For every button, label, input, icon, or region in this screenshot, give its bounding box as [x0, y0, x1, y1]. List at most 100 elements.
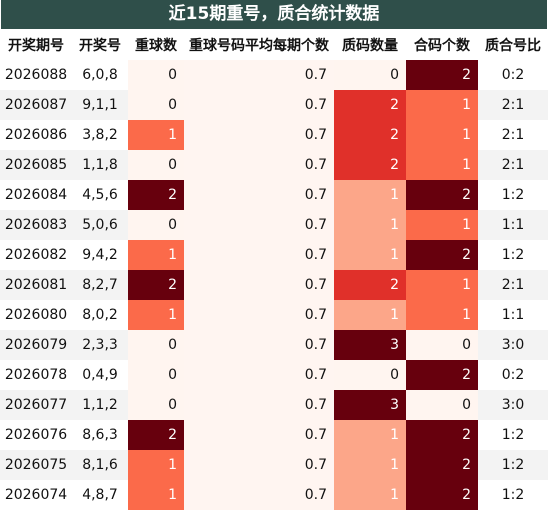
cell-period: 2026082 [0, 240, 72, 270]
cell-composite: 0 [406, 330, 478, 360]
table-row: 2026085 1,1,8 0 0.7 2 1 2:1 [0, 150, 548, 180]
cell-avg: 0.7 [184, 420, 334, 450]
table-row: 2026076 8,6,3 2 0.7 1 2 1:2 [0, 420, 548, 450]
cell-numbers: 4,5,6 [72, 180, 128, 210]
cell-numbers: 9,4,2 [72, 240, 128, 270]
cell-period: 2026080 [0, 300, 72, 330]
cell-period: 2026079 [0, 330, 72, 360]
cell-numbers: 3,8,2 [72, 120, 128, 150]
cell-ratio: 2:1 [478, 270, 548, 300]
cell-numbers: 8,1,6 [72, 450, 128, 480]
header-row: 开奖期号 开奖号 重球数 重球号码平均每期个数 质码数量 合码个数 质合号比 [0, 29, 548, 60]
cell-composite: 2 [406, 180, 478, 210]
cell-composite: 2 [406, 60, 478, 90]
table-row: 2026074 4,8,7 1 0.7 1 2 1:2 [0, 480, 548, 510]
cell-avg: 0.7 [184, 480, 334, 510]
cell-avg: 0.7 [184, 450, 334, 480]
cell-prime: 1 [334, 420, 406, 450]
header-numbers: 开奖号 [72, 29, 128, 60]
cell-numbers: 1,1,8 [72, 150, 128, 180]
header-ratio: 质合号比 [478, 29, 548, 60]
cell-avg: 0.7 [184, 60, 334, 90]
cell-repeat: 1 [128, 240, 184, 270]
cell-period: 2026074 [0, 480, 72, 510]
table-row: 2026086 3,8,2 1 0.7 2 1 2:1 [0, 120, 548, 150]
cell-ratio: 2:1 [478, 150, 548, 180]
cell-repeat: 1 [128, 120, 184, 150]
table-row: 2026084 4,5,6 2 0.7 1 2 1:2 [0, 180, 548, 210]
cell-avg: 0.7 [184, 330, 334, 360]
cell-avg: 0.7 [184, 210, 334, 240]
cell-composite: 1 [406, 300, 478, 330]
cell-prime: 1 [334, 180, 406, 210]
table-body: 2026088 6,0,8 0 0.7 0 2 0:2 2026087 9,1,1 0 0.7 2 1 2… [0, 60, 548, 510]
stats-table: 开奖期号 开奖号 重球数 重球号码平均每期个数 质码数量 合码个数 质合号比 2… [0, 29, 548, 510]
cell-period: 2026076 [0, 420, 72, 450]
cell-prime: 1 [334, 240, 406, 270]
cell-prime: 1 [334, 480, 406, 510]
cell-numbers: 1,1,2 [72, 390, 128, 420]
cell-avg: 0.7 [184, 120, 334, 150]
cell-repeat: 0 [128, 90, 184, 120]
table-row: 2026083 5,0,6 0 0.7 1 1 1:1 [0, 210, 548, 240]
cell-repeat: 0 [128, 330, 184, 360]
cell-prime: 0 [334, 60, 406, 90]
cell-prime: 2 [334, 120, 406, 150]
cell-repeat: 0 [128, 390, 184, 420]
cell-repeat: 1 [128, 300, 184, 330]
cell-period: 2026088 [0, 60, 72, 90]
cell-period: 2026086 [0, 120, 72, 150]
cell-numbers: 8,2,7 [72, 270, 128, 300]
cell-prime: 2 [334, 150, 406, 180]
table-title: 近15期重号，质合统计数据 [1, 0, 547, 29]
cell-ratio: 1:2 [478, 420, 548, 450]
cell-prime: 1 [334, 450, 406, 480]
table-row: 2026079 2,3,3 0 0.7 3 0 3:0 [0, 330, 548, 360]
table-row: 2026082 9,4,2 1 0.7 1 2 1:2 [0, 240, 548, 270]
table-row: 2026081 8,2,7 2 0.7 2 1 2:1 [0, 270, 548, 300]
header-repeat: 重球数 [128, 29, 184, 60]
cell-period: 2026084 [0, 180, 72, 210]
cell-repeat: 0 [128, 210, 184, 240]
cell-numbers: 8,0,2 [72, 300, 128, 330]
cell-numbers: 6,0,8 [72, 60, 128, 90]
cell-composite: 1 [406, 150, 478, 180]
cell-prime: 3 [334, 390, 406, 420]
cell-avg: 0.7 [184, 240, 334, 270]
cell-repeat: 0 [128, 150, 184, 180]
cell-numbers: 8,6,3 [72, 420, 128, 450]
cell-avg: 0.7 [184, 180, 334, 210]
table-row: 2026077 1,1,2 0 0.7 3 0 3:0 [0, 390, 548, 420]
cell-ratio: 1:2 [478, 240, 548, 270]
header-prime: 质码数量 [334, 29, 406, 60]
cell-period: 2026087 [0, 90, 72, 120]
cell-prime: 0 [334, 360, 406, 390]
cell-composite: 0 [406, 390, 478, 420]
cell-period: 2026077 [0, 390, 72, 420]
cell-composite: 2 [406, 450, 478, 480]
cell-repeat: 2 [128, 420, 184, 450]
cell-avg: 0.7 [184, 270, 334, 300]
cell-numbers: 4,8,7 [72, 480, 128, 510]
table-row: 2026075 8,1,6 1 0.7 1 2 1:2 [0, 450, 548, 480]
cell-composite: 2 [406, 240, 478, 270]
cell-avg: 0.7 [184, 300, 334, 330]
cell-composite: 2 [406, 420, 478, 450]
cell-ratio: 1:2 [478, 480, 548, 510]
cell-composite: 1 [406, 90, 478, 120]
cell-repeat: 1 [128, 480, 184, 510]
cell-composite: 1 [406, 270, 478, 300]
cell-ratio: 3:0 [478, 330, 548, 360]
cell-repeat: 0 [128, 60, 184, 90]
cell-ratio: 0:2 [478, 60, 548, 90]
cell-ratio: 0:2 [478, 360, 548, 390]
cell-prime: 2 [334, 90, 406, 120]
header-avg: 重球号码平均每期个数 [184, 29, 334, 60]
cell-ratio: 1:1 [478, 300, 548, 330]
cell-avg: 0.7 [184, 390, 334, 420]
cell-numbers: 9,1,1 [72, 90, 128, 120]
cell-period: 2026081 [0, 270, 72, 300]
cell-ratio: 1:2 [478, 180, 548, 210]
cell-repeat: 2 [128, 180, 184, 210]
header-period: 开奖期号 [0, 29, 72, 60]
